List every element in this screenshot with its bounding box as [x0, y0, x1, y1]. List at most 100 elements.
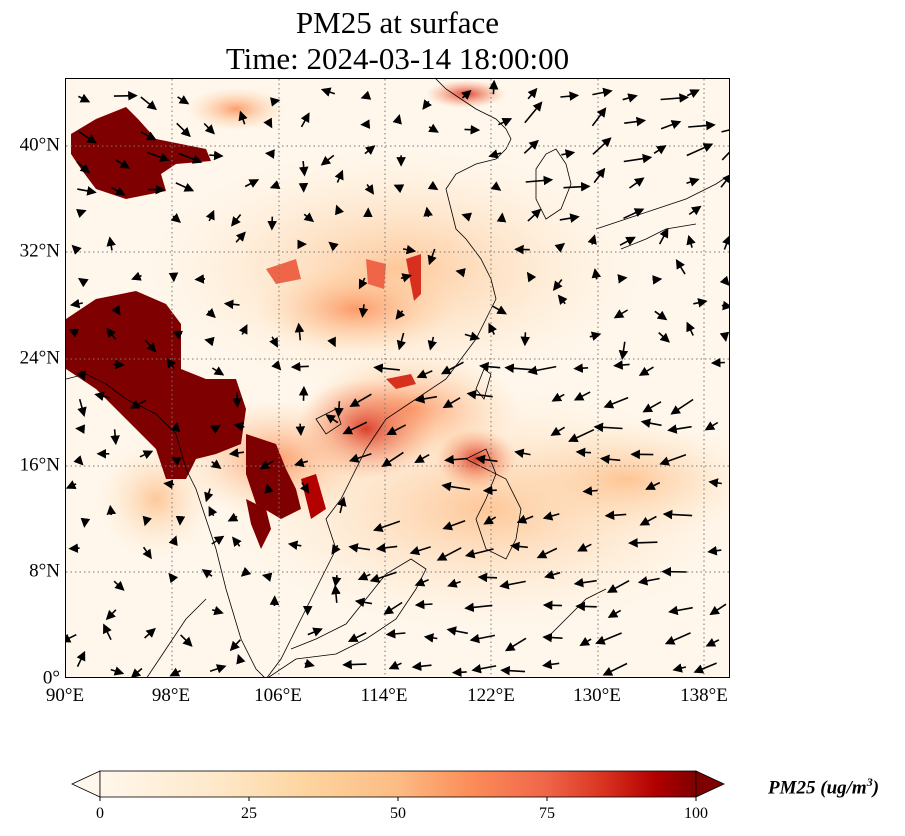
wind-arrow	[130, 667, 143, 677]
wind-arrow	[560, 91, 580, 101]
wind-arrow	[589, 331, 602, 341]
wind-arrow	[68, 328, 80, 338]
wind-arrow	[427, 180, 439, 191]
wind-arrow	[146, 151, 170, 162]
wind-arrow	[348, 543, 371, 553]
wind-arrow	[111, 304, 121, 316]
wind-arrow	[595, 632, 622, 645]
wind-arrow	[110, 429, 120, 446]
wind-arrow	[347, 631, 367, 642]
lat-label-8n: 8°N	[29, 560, 60, 582]
wind-arrow	[526, 271, 537, 283]
wind-arrow	[464, 124, 481, 135]
wind-arrow	[582, 486, 598, 496]
wind-arrow	[428, 123, 439, 133]
wind-arrow	[466, 389, 493, 400]
lat-label-24n: 24°N	[19, 347, 60, 369]
wind-arrow	[331, 544, 341, 555]
wind-arrow	[348, 452, 372, 463]
colorbar-variable: PM25	[768, 777, 816, 799]
pm25-field	[66, 79, 729, 677]
wind-arrow	[482, 485, 497, 496]
wind-arrow	[211, 605, 224, 616]
lat-label-0: 0°	[42, 667, 60, 689]
wind-arrow	[440, 361, 464, 375]
wind-arrow	[233, 422, 245, 432]
wind-arrow	[325, 414, 339, 424]
wind-arrow	[354, 597, 373, 608]
wind-arrow	[105, 609, 117, 621]
wind-arrow	[488, 322, 498, 335]
wind-arrow	[552, 279, 563, 291]
wind-arrow	[693, 662, 717, 674]
wind-arrow	[69, 298, 83, 309]
wind-arrow	[204, 336, 215, 347]
wind-arrow	[423, 633, 438, 643]
wind-arrow	[527, 87, 538, 100]
wind-arrow	[660, 120, 682, 130]
wind-arrow	[169, 667, 181, 677]
wind-arrow	[542, 511, 560, 521]
wind-arrow	[205, 209, 215, 222]
wind-arrow	[604, 510, 627, 521]
lon-label-138e: 138°E	[680, 685, 728, 706]
lon-label-122e: 122°E	[467, 685, 515, 706]
wind-arrow	[591, 268, 602, 280]
wind-arrow	[654, 310, 668, 321]
wind-arrow	[287, 540, 302, 550]
colorbar-tick-75: 75	[539, 805, 555, 822]
wind-arrow	[204, 488, 214, 503]
wind-arrow	[640, 418, 662, 428]
wind-arrow	[231, 214, 242, 227]
wind-arrow	[568, 428, 595, 443]
wind-arrow	[593, 167, 606, 184]
wind-arrow	[464, 548, 494, 559]
wind-arrow	[170, 421, 181, 433]
colorbar	[71, 770, 725, 801]
wind-arrow	[238, 110, 248, 125]
wind-arrow	[623, 208, 645, 220]
wind-arrow	[563, 181, 591, 192]
wind-arrow	[210, 459, 222, 470]
wind-arrow	[471, 664, 497, 674]
wind-arrow	[166, 357, 177, 369]
wind-arrow	[320, 154, 335, 166]
wind-arrow	[113, 359, 125, 370]
wind-arrow	[658, 332, 670, 343]
wind-arrow	[142, 515, 152, 527]
wind-arrow	[618, 341, 629, 361]
wind-arrow	[527, 208, 542, 222]
wind-arrow	[446, 626, 468, 636]
wind-arrow	[244, 179, 260, 188]
wind-arrow	[94, 391, 111, 401]
wind-arrow	[436, 547, 462, 561]
wind-arrow	[498, 117, 513, 127]
wind-arrow	[295, 423, 306, 436]
wind-arrow	[629, 177, 645, 189]
wind-arrow	[542, 659, 560, 670]
wind-arrow	[709, 603, 727, 616]
wind-arrow	[76, 370, 86, 382]
wind-arrow	[516, 514, 534, 524]
lon-label-90e: 90°E	[45, 685, 85, 706]
wind-arrow	[557, 294, 568, 306]
wind-arrow	[492, 305, 507, 315]
wind-arrow	[269, 180, 281, 190]
wind-arrow	[294, 457, 309, 468]
wind-arrow	[542, 600, 562, 611]
wind-arrow	[414, 599, 433, 610]
wind-arrow	[536, 547, 558, 559]
lat-label-16n: 16°N	[19, 454, 60, 476]
wind-arrow	[575, 601, 597, 612]
wind-arrow	[686, 177, 700, 187]
wind-arrow	[520, 332, 531, 347]
wind-arrow	[76, 161, 90, 174]
map-area	[65, 78, 730, 678]
lon-label-106e: 106°E	[254, 685, 302, 706]
wind-arrow	[422, 99, 432, 110]
wind-arrow	[619, 236, 636, 246]
lat-label-32n: 32°N	[19, 240, 60, 262]
wind-arrow	[294, 322, 305, 341]
colorbar-max-extend	[695, 770, 725, 798]
wind-arrow	[686, 321, 696, 336]
